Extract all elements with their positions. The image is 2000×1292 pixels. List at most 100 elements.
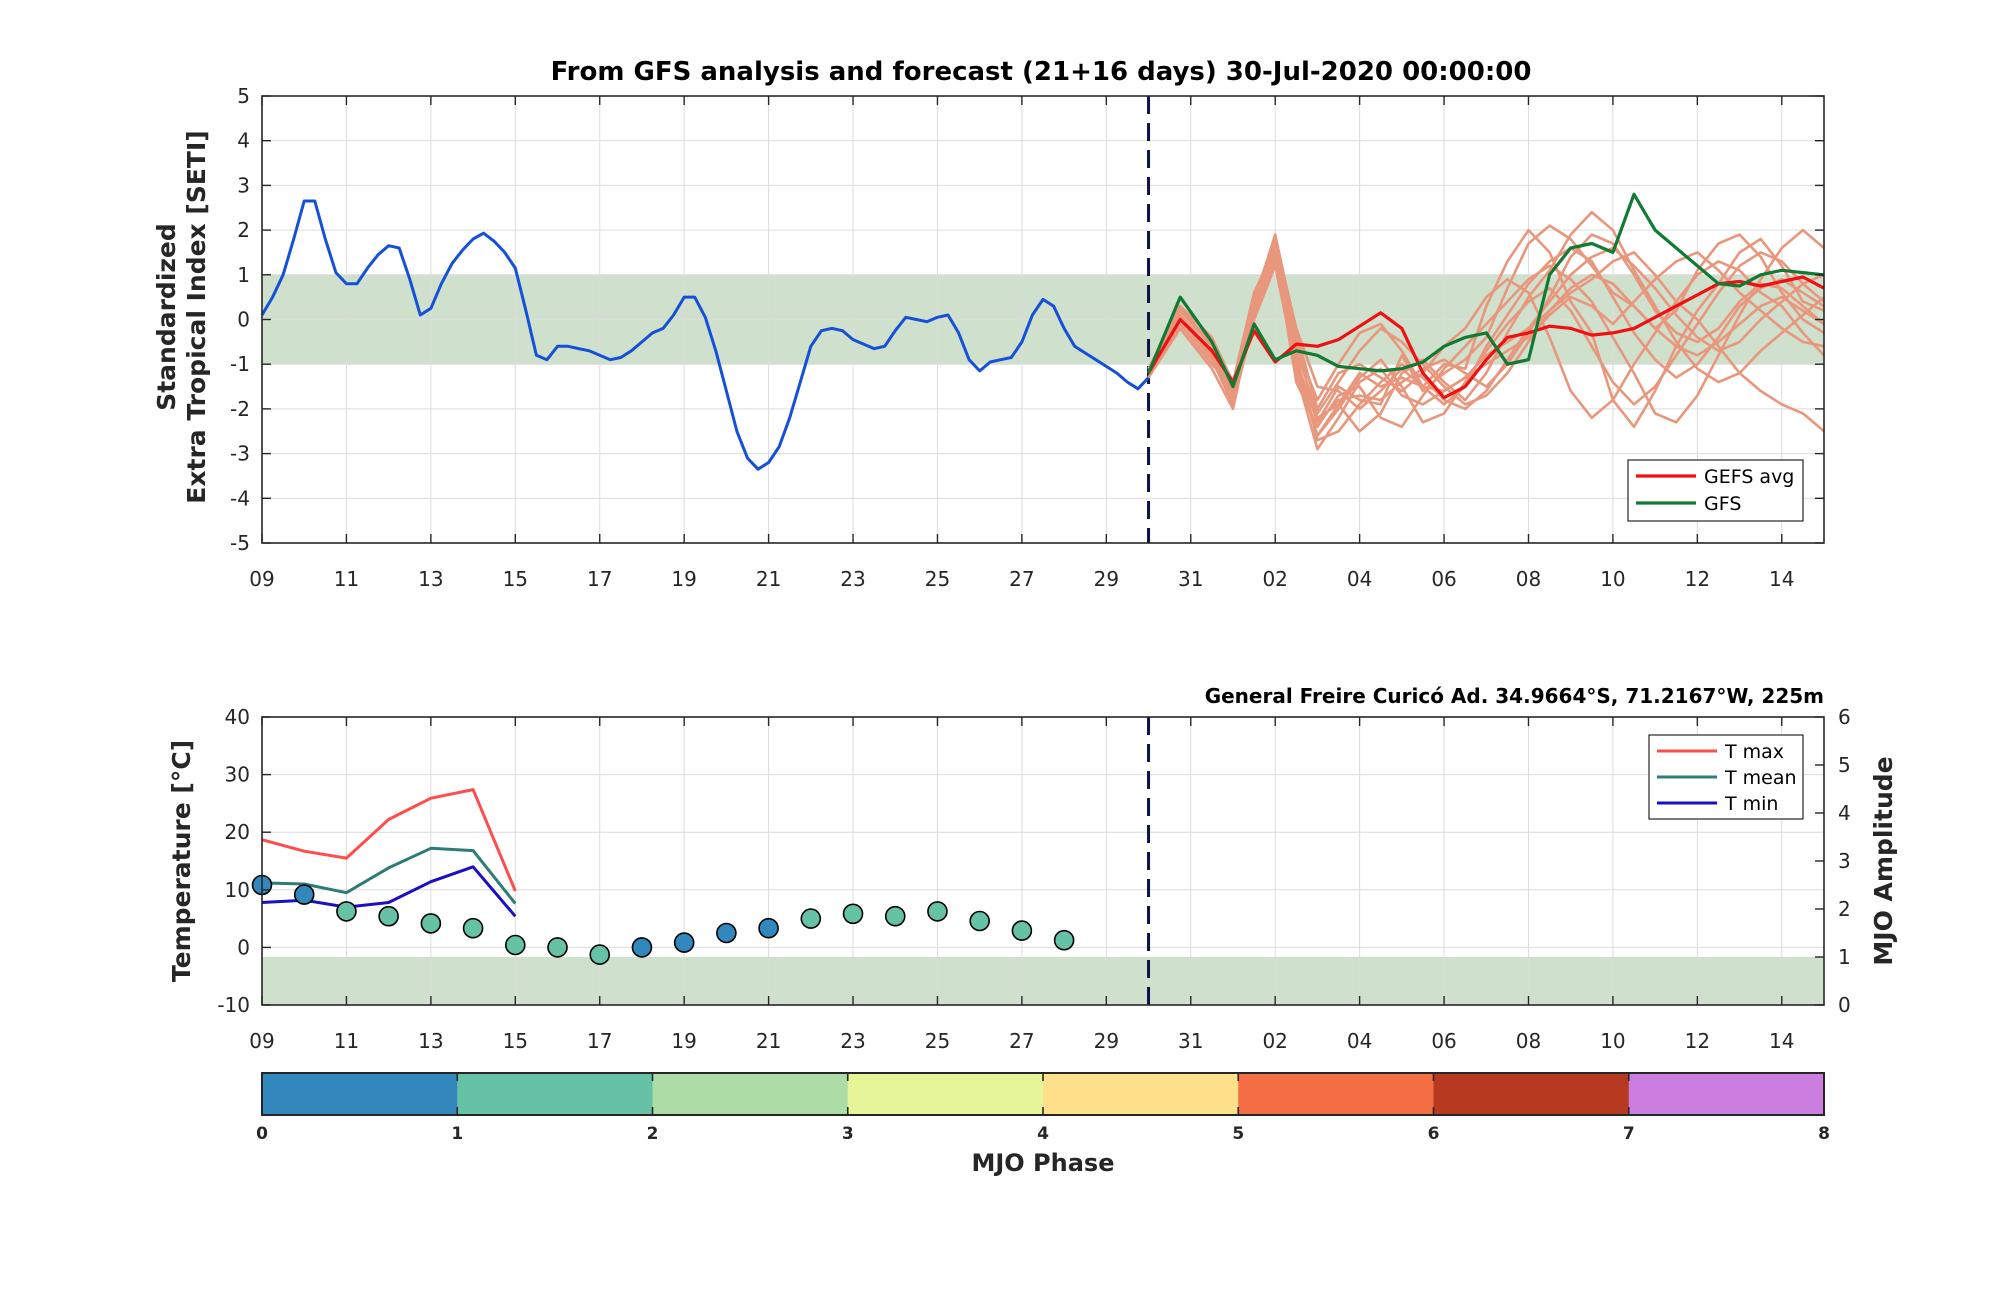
mjo-point <box>378 905 399 927</box>
x-tick-label: 10 <box>1600 567 1625 591</box>
y-tick-label: 30 <box>225 763 250 787</box>
x-tick-label: 27 <box>1009 567 1034 591</box>
seti-analysis-line <box>260 199 1150 471</box>
colorbar-tick-label: 8 <box>1818 1124 1830 1144</box>
colorbar-tick-label: 1 <box>451 1124 463 1144</box>
x-tick-label: 29 <box>1094 1029 1119 1053</box>
y-tick-label: -2 <box>230 397 250 421</box>
mjo-amplitude-y-ticks: 6 5 4 3 2 1 0 <box>1815 705 1851 1017</box>
y-tick-label: 10 <box>225 878 250 902</box>
seti-ylabel-line2: Extra Tropical Index [SETI] <box>182 130 211 503</box>
tmax-line <box>261 788 517 892</box>
seti-legend: GEFS avg GFS <box>1627 459 1804 522</box>
y-tick-label: 1 <box>1838 945 1851 969</box>
x-tick-label: 04 <box>1347 1029 1372 1053</box>
mjo-point <box>420 913 442 934</box>
x-tick-label: 31 <box>1178 567 1203 591</box>
mjo-point <box>293 884 315 905</box>
colorbar-segment <box>1628 1073 1825 1115</box>
x-tick-label: 25 <box>925 1029 950 1053</box>
colorbar-segment <box>1238 1073 1434 1115</box>
temperature-panel: General Freire Curicó Ad. 34.9664°S, 71.… <box>167 684 1898 1053</box>
temperature-legend-label-tmean: T mean <box>1724 767 1797 789</box>
x-tick-label: 08 <box>1516 1029 1541 1053</box>
station-label: General Freire Curicó Ad. 34.9664°S, 71.… <box>1205 684 1824 708</box>
x-tick-label: 06 <box>1431 1029 1456 1053</box>
x-tick-label: 15 <box>503 567 528 591</box>
x-tick-label: 29 <box>1094 567 1119 591</box>
mjo-point <box>842 903 864 925</box>
mjo-amplitude-band <box>262 957 1824 1005</box>
y-tick-label: 2 <box>237 218 250 242</box>
colorbar-segment <box>652 1073 849 1115</box>
seti-legend-box <box>1627 459 1804 522</box>
y-tick-label: 4 <box>1838 801 1851 825</box>
mjo-point <box>547 937 568 958</box>
y-tick-label: 3 <box>237 173 250 197</box>
x-tick-label: 23 <box>840 1029 865 1053</box>
mjo-point <box>758 917 779 939</box>
x-tick-label: 08 <box>1516 567 1541 591</box>
seti-y-ticks: 5 4 3 2 1 0 -1 -2 -3 -4 -5 <box>230 84 1824 555</box>
colorbar-tick-label: 5 <box>1232 1124 1244 1144</box>
mjo-point <box>800 908 822 929</box>
y-tick-label: 1 <box>237 263 250 287</box>
seti-x-ticks: 09 11 13 15 17 19 21 23 25 27 29 31 02 04 06 08 10 12 14 <box>249 96 1795 591</box>
colorbar-segments <box>262 1073 1825 1115</box>
mjo-point <box>673 932 695 953</box>
x-tick-label: 23 <box>840 567 865 591</box>
temperature-legend-label-tmax: T max <box>1724 741 1784 763</box>
y-tick-label: -4 <box>230 486 250 510</box>
y-tick-label: 6 <box>1838 705 1851 729</box>
y-tick-label: 0 <box>237 935 250 959</box>
x-tick-label: 15 <box>503 1029 528 1053</box>
y-tick-label: -10 <box>217 993 250 1017</box>
x-tick-label: 21 <box>756 1029 781 1053</box>
y-tick-label: -5 <box>230 531 250 555</box>
mjo-amplitude-ylabel: MJO Amplitude <box>1869 756 1898 965</box>
seti-grid <box>261 95 1824 544</box>
x-tick-label: 12 <box>1685 1029 1710 1053</box>
y-tick-label: -3 <box>230 442 250 466</box>
seti-legend-label-gefs-avg: GEFS avg <box>1704 466 1794 488</box>
temperature-y-ticks: 40 30 20 10 0 -10 <box>217 705 271 1017</box>
seti-ylabel-line1: Standardized <box>152 223 181 411</box>
seti-gfs-line <box>1147 192 1825 389</box>
y-tick-label: 0 <box>237 308 250 332</box>
figure-title: From GFS analysis and forecast (21+16 da… <box>551 57 1532 87</box>
mjo-point <box>884 905 906 927</box>
colorbar-segment <box>847 1073 1044 1115</box>
x-tick-label: 11 <box>334 567 359 591</box>
x-tick-label: 14 <box>1769 1029 1794 1053</box>
x-tick-label: 31 <box>1178 1029 1203 1053</box>
y-tick-label: 5 <box>237 84 250 108</box>
mjo-point <box>462 917 484 939</box>
x-tick-label: 25 <box>925 567 950 591</box>
temperature-ylabel: Temperature [°C] <box>167 740 196 982</box>
colorbar-tick-label: 4 <box>1037 1124 1049 1144</box>
x-tick-label: 10 <box>1600 1029 1625 1053</box>
y-tick-label: 40 <box>225 705 250 729</box>
colorbar-tick-label: 0 <box>256 1124 268 1144</box>
mjo-point <box>504 934 526 956</box>
gefs-member-line <box>1147 251 1825 437</box>
mjo-phase-colorbar: 0 1 2 3 4 5 6 7 8 MJO Phase <box>256 1072 1830 1177</box>
temperature-legend: T max T mean T min <box>1648 734 1804 820</box>
x-tick-label: 13 <box>418 567 443 591</box>
x-tick-label: 17 <box>587 567 612 591</box>
mjo-point <box>927 901 948 922</box>
mjo-point <box>969 910 990 932</box>
colorbar-tick-label: 6 <box>1428 1124 1440 1144</box>
x-tick-label: 21 <box>756 567 781 591</box>
mjo-point <box>631 937 653 958</box>
temperature-x-ticks: 09 11 13 15 17 19 21 23 25 27 29 31 02 04 06 08 10 12 14 <box>249 717 1795 1053</box>
x-tick-label: 27 <box>1009 1029 1034 1053</box>
colorbar-tick-label: 2 <box>647 1124 659 1144</box>
x-tick-label: 13 <box>418 1029 443 1053</box>
y-tick-label: 3 <box>1838 849 1851 873</box>
mjo-point <box>336 901 357 922</box>
x-tick-label: 09 <box>249 567 274 591</box>
temperature-legend-label-tmin: T min <box>1724 793 1778 815</box>
y-tick-label: 4 <box>237 129 250 153</box>
